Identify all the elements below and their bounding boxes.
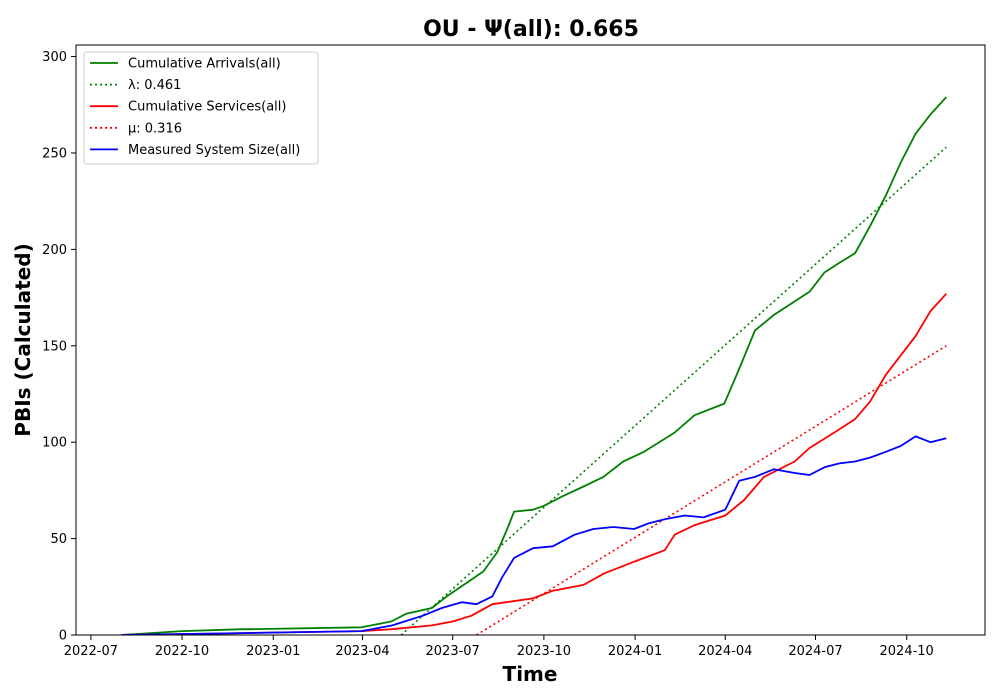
chart-title: OU - Ψ(all): 0.665 <box>423 17 639 42</box>
x-tick-label: 2023-01 <box>246 644 300 659</box>
plot-frame <box>75 44 986 636</box>
x-axis: 2022-07 2022-10 2023-01 2023-04 2023-07 2023-… <box>64 635 934 659</box>
x-tick-label: 2023-10 <box>517 644 571 659</box>
system-size-line <box>121 435 947 635</box>
plot-lines <box>121 96 947 635</box>
x-tick-label: 2024-01 <box>608 644 662 659</box>
x-tick-label: 2023-04 <box>335 644 389 659</box>
y-tick-label: 100 <box>42 436 67 451</box>
x-tick-label: 2022-07 <box>64 644 118 659</box>
x-axis-label: Time <box>503 662 558 686</box>
x-tick-label: 2024-04 <box>698 644 752 659</box>
x-tick-label: 2023-07 <box>426 644 480 659</box>
cumulative-arrivals-line <box>121 96 947 635</box>
lambda-fit-line <box>400 146 947 635</box>
x-tick-label: 2022-10 <box>155 644 209 659</box>
legend-lambda-label: λ: 0.461 <box>128 78 181 93</box>
legend-system-size-label: Measured System Size(all) <box>128 143 300 158</box>
y-tick-label: 300 <box>42 50 67 65</box>
y-tick-label: 50 <box>50 532 67 547</box>
x-tick-label: 2024-07 <box>788 644 842 659</box>
mu-fit-line <box>476 345 947 635</box>
legend-arrivals-label: Cumulative Arrivals(all) <box>128 57 281 72</box>
y-tick-label: 150 <box>42 339 67 354</box>
legend-box <box>83 51 319 165</box>
y-tick-label: 250 <box>42 146 67 161</box>
cumulative-services-line <box>121 293 947 635</box>
legend-mu-label: μ: 0.316 <box>128 121 182 136</box>
legend-services-label: Cumulative Services(all) <box>128 100 286 115</box>
y-axis: 0 50 100 150 200 250 300 <box>42 50 76 644</box>
legend: Cumulative Arrivals(all) λ: 0.461 Cumulati… <box>83 51 319 165</box>
y-tick-label: 0 <box>59 629 67 644</box>
x-tick-label: 2024-10 <box>880 644 934 659</box>
y-tick-label: 200 <box>42 243 67 258</box>
y-axis-label: PBIs (Calculated) <box>11 243 35 436</box>
